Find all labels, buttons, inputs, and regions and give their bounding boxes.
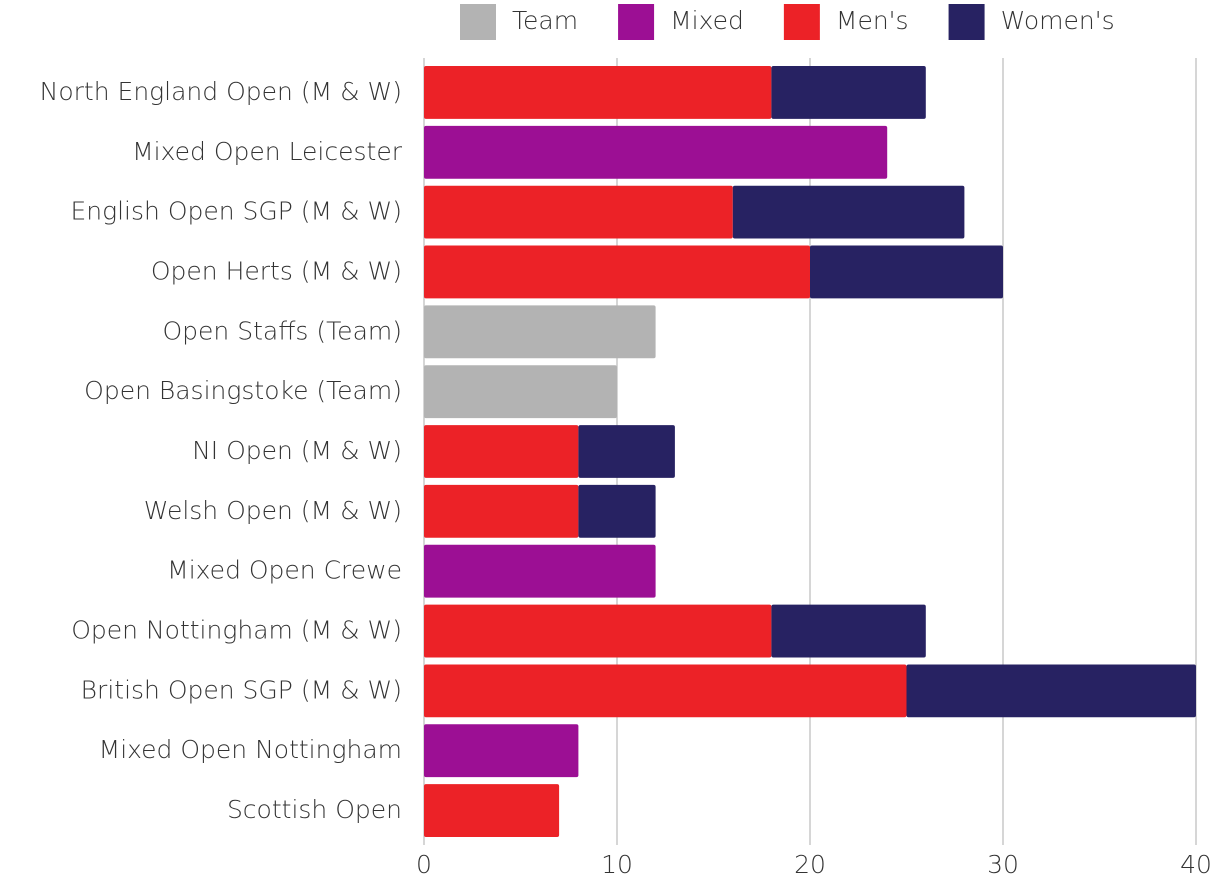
bar: [424, 544, 656, 598]
bar: [424, 305, 656, 359]
legend-label: Women's: [1001, 6, 1115, 35]
bar: [424, 425, 579, 478]
x-tick-label: 0: [416, 850, 432, 879]
legend-swatch: [460, 4, 496, 40]
legend-label: Mixed: [670, 6, 744, 35]
y-tick-label: NI Open (M & W): [192, 436, 402, 465]
y-tick-label: Open Staffs (Team): [163, 316, 403, 345]
y-tick-label: Scottish Open: [227, 795, 402, 824]
x-tick-label: 30: [987, 850, 1019, 879]
bar: [771, 604, 926, 658]
bar: [424, 185, 733, 239]
legend-label: Men's: [836, 6, 909, 35]
bar: [424, 604, 772, 658]
x-tick-label: 40: [1180, 850, 1212, 879]
legend-swatch: [618, 4, 655, 40]
bar: [424, 66, 772, 119]
y-tick-label: Mixed Open Nottingham: [99, 735, 402, 764]
bar: [771, 66, 926, 119]
bar: [732, 185, 965, 239]
y-tick-label: Mixed Open Leicester: [132, 137, 403, 166]
y-tick-label: Open Basingstoke (Team): [84, 376, 402, 405]
legend-swatch: [783, 4, 820, 40]
bar: [424, 664, 907, 718]
bar: [578, 425, 675, 478]
y-tick-label: Open Nottingham (M & W): [71, 616, 402, 645]
bar: [424, 125, 888, 179]
bar: [424, 365, 617, 419]
bar: [810, 245, 1003, 299]
bar: [424, 484, 579, 538]
x-tick-label: 20: [794, 850, 826, 879]
y-tick-label: Welsh Open (M & W): [144, 496, 402, 525]
bar: [424, 245, 810, 299]
x-tick-label: 10: [601, 850, 633, 879]
y-tick-label: British Open SGP (M & W): [81, 675, 402, 704]
legend-swatch: [948, 4, 985, 40]
y-tick-label: Mixed Open Crewe: [167, 556, 402, 585]
y-tick-label: Open Herts (M & W): [151, 256, 402, 285]
legend-label: Team: [512, 6, 578, 35]
y-tick-label: North England Open (M & W): [40, 77, 402, 106]
bar: [906, 664, 1196, 718]
y-tick-label: English Open SGP (M & W): [70, 197, 402, 226]
bar: [424, 724, 579, 778]
bar: [578, 484, 656, 538]
bar: [424, 784, 560, 837]
